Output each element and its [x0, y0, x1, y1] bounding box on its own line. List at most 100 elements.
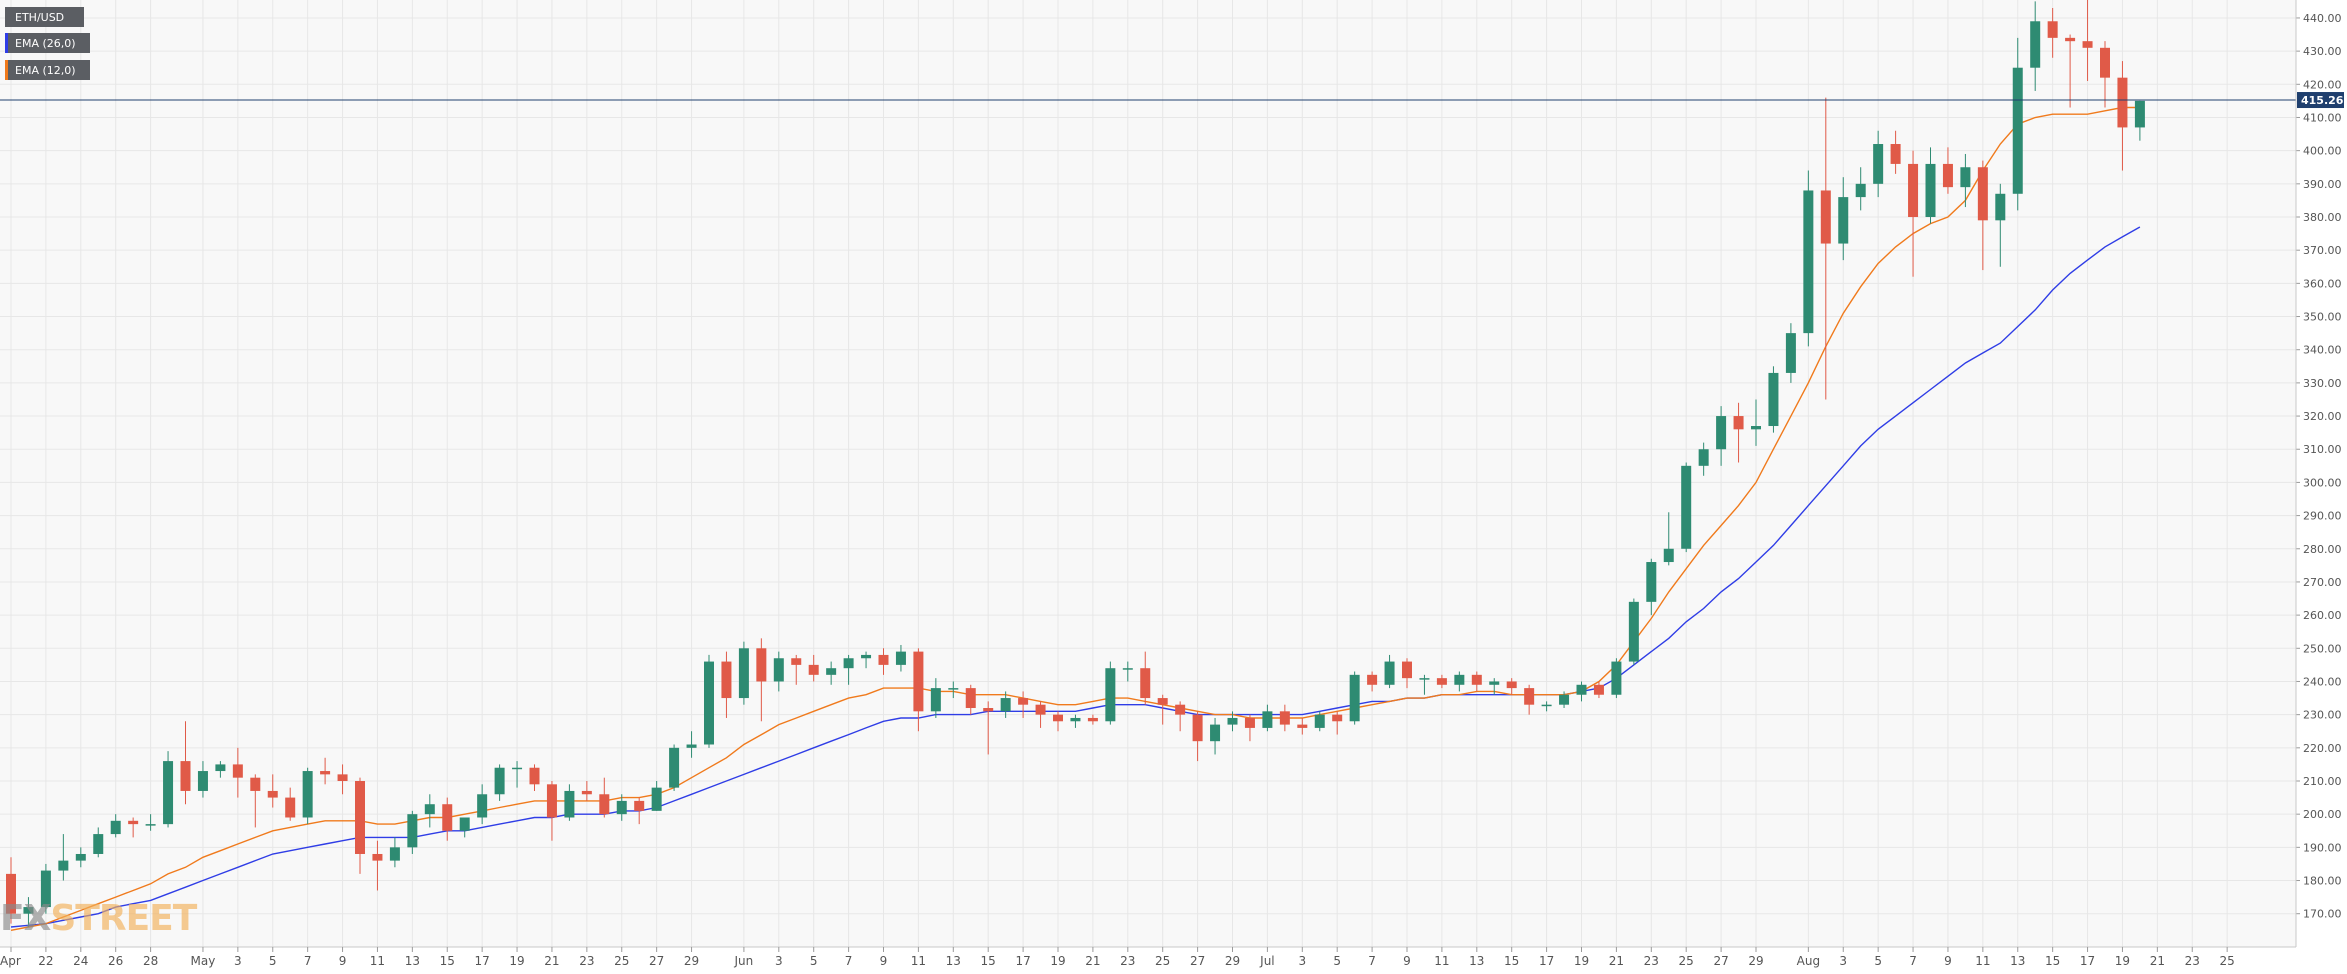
candle[interactable]: [389, 837, 400, 868]
candle[interactable]: [843, 654, 854, 685]
candle[interactable]: [1018, 691, 1029, 718]
candle[interactable]: [494, 764, 505, 801]
candle[interactable]: [738, 641, 749, 705]
candle[interactable]: [529, 764, 540, 791]
candle[interactable]: [1628, 598, 1639, 665]
candle[interactable]: [1262, 704, 1273, 732]
candle[interactable]: [983, 701, 994, 755]
candle[interactable]: [2117, 61, 2128, 171]
candle[interactable]: [1890, 130, 1901, 174]
candle[interactable]: [1000, 691, 1011, 718]
candle[interactable]: [1576, 681, 1587, 702]
candle[interactable]: [1384, 654, 1395, 689]
candle[interactable]: [2065, 34, 2076, 108]
candle[interactable]: [477, 784, 488, 825]
candle[interactable]: [1646, 558, 1657, 616]
candle[interactable]: [948, 681, 959, 699]
candle[interactable]: [895, 644, 906, 672]
candle[interactable]: [2012, 37, 2023, 211]
candle[interactable]: [1524, 684, 1535, 715]
candle[interactable]: [1873, 130, 1884, 198]
candle[interactable]: [1768, 366, 1779, 433]
candle[interactable]: [1070, 714, 1081, 728]
candle[interactable]: [2047, 7, 2058, 58]
candle[interactable]: [913, 648, 924, 732]
candle[interactable]: [459, 817, 470, 838]
candle[interactable]: [1611, 658, 1622, 699]
candle[interactable]: [512, 761, 523, 788]
candle[interactable]: [808, 654, 819, 682]
candle[interactable]: [1436, 674, 1447, 689]
candle[interactable]: [1035, 701, 1046, 728]
candle[interactable]: [163, 751, 174, 828]
candle[interactable]: [197, 761, 208, 798]
candle[interactable]: [1716, 406, 1727, 466]
candle[interactable]: [1419, 674, 1430, 695]
candle[interactable]: [756, 638, 767, 722]
candle[interactable]: [826, 661, 837, 685]
candle[interactable]: [180, 721, 191, 805]
candle[interactable]: [669, 744, 680, 791]
candle[interactable]: [1925, 147, 1936, 224]
candle[interactable]: [1210, 717, 1221, 755]
candle[interactable]: [442, 797, 453, 841]
candle[interactable]: [1803, 170, 1814, 347]
candle[interactable]: [965, 684, 976, 715]
candle[interactable]: [1960, 153, 1971, 208]
candle[interactable]: [232, 747, 243, 798]
candle[interactable]: [1053, 711, 1063, 732]
candle[interactable]: [302, 767, 313, 825]
candle[interactable]: [1122, 661, 1133, 682]
candle[interactable]: [1593, 681, 1604, 699]
candle[interactable]: [1489, 678, 1500, 695]
candle[interactable]: [1751, 399, 1761, 446]
candle[interactable]: [930, 678, 941, 718]
candle[interactable]: [6, 857, 16, 924]
candle[interactable]: [1559, 691, 1570, 709]
candle[interactable]: [1105, 661, 1116, 725]
candle[interactable]: [1157, 694, 1168, 725]
candle[interactable]: [58, 834, 69, 881]
candle[interactable]: [110, 814, 121, 838]
candle[interactable]: [1332, 711, 1343, 735]
candle[interactable]: [1454, 671, 1465, 692]
candle[interactable]: [145, 814, 156, 831]
candle[interactable]: [564, 784, 575, 821]
candle[interactable]: [1297, 717, 1308, 735]
candle[interactable]: [1698, 442, 1709, 476]
candle[interactable]: [1087, 714, 1098, 725]
candle[interactable]: [704, 654, 714, 748]
candle[interactable]: [2100, 41, 2110, 108]
candle[interactable]: [320, 757, 331, 785]
candle[interactable]: [250, 774, 261, 828]
candle[interactable]: [1785, 323, 1796, 383]
candle[interactable]: [773, 651, 784, 692]
candle[interactable]: [215, 761, 226, 778]
candle[interactable]: [1175, 701, 1186, 732]
candle[interactable]: [2134, 100, 2145, 141]
candle[interactable]: [1977, 160, 1988, 271]
candle[interactable]: [616, 794, 627, 821]
candle[interactable]: [23, 897, 34, 927]
candle[interactable]: [1471, 671, 1482, 692]
candle[interactable]: [2082, 0, 2093, 81]
candle[interactable]: [1942, 147, 1953, 194]
candle[interactable]: [878, 648, 889, 675]
candle[interactable]: [1192, 711, 1203, 762]
candle[interactable]: [1227, 711, 1238, 732]
candle[interactable]: [634, 797, 645, 825]
candle[interactable]: [1908, 150, 1919, 277]
candle[interactable]: [93, 827, 104, 858]
candle[interactable]: [1349, 671, 1360, 725]
candle[interactable]: [581, 780, 592, 801]
candle[interactable]: [128, 817, 139, 838]
candle[interactable]: [2030, 1, 2041, 91]
candle[interactable]: [1733, 402, 1744, 463]
legend-symbol[interactable]: ETH/USD: [5, 7, 84, 27]
candle[interactable]: [1995, 183, 2006, 267]
candle[interactable]: [424, 794, 435, 828]
candle[interactable]: [1541, 701, 1552, 712]
candle[interactable]: [40, 863, 51, 914]
candle[interactable]: [337, 764, 348, 795]
